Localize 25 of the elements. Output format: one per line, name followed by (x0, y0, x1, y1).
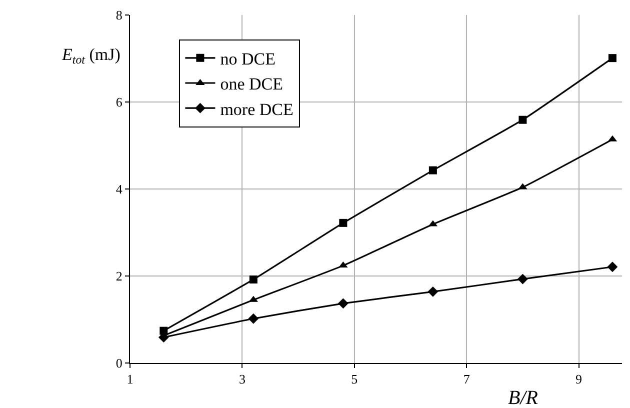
x-tick-label: 5 (351, 372, 358, 387)
legend-label: one DCE (220, 74, 283, 94)
point (339, 218, 348, 227)
x-tick-label: 9 (576, 372, 582, 387)
y-tick-label: 0 (116, 356, 122, 371)
point (607, 262, 618, 272)
x-tick-label: 1 (126, 372, 134, 387)
y-tick-label: 2 (116, 268, 122, 284)
y-axis-title: E$_{tot}$ (mJ) (61, 45, 120, 67)
point (518, 116, 527, 124)
legend-label: more DCE (220, 100, 294, 119)
y-tick-label: 6 (116, 94, 123, 110)
point (428, 166, 437, 174)
x-axis-title: B/R (508, 387, 538, 408)
point (338, 298, 348, 309)
point (428, 286, 438, 297)
x-tick-label: 7 (463, 372, 470, 387)
point (248, 313, 259, 324)
point (249, 275, 258, 284)
point (518, 274, 528, 284)
y-tick-label: 8 (116, 8, 122, 23)
x-tick-label: 3 (238, 372, 246, 387)
legend-label: no DCE (220, 50, 276, 69)
y-tick-label: 4 (116, 182, 123, 197)
point (608, 54, 616, 62)
